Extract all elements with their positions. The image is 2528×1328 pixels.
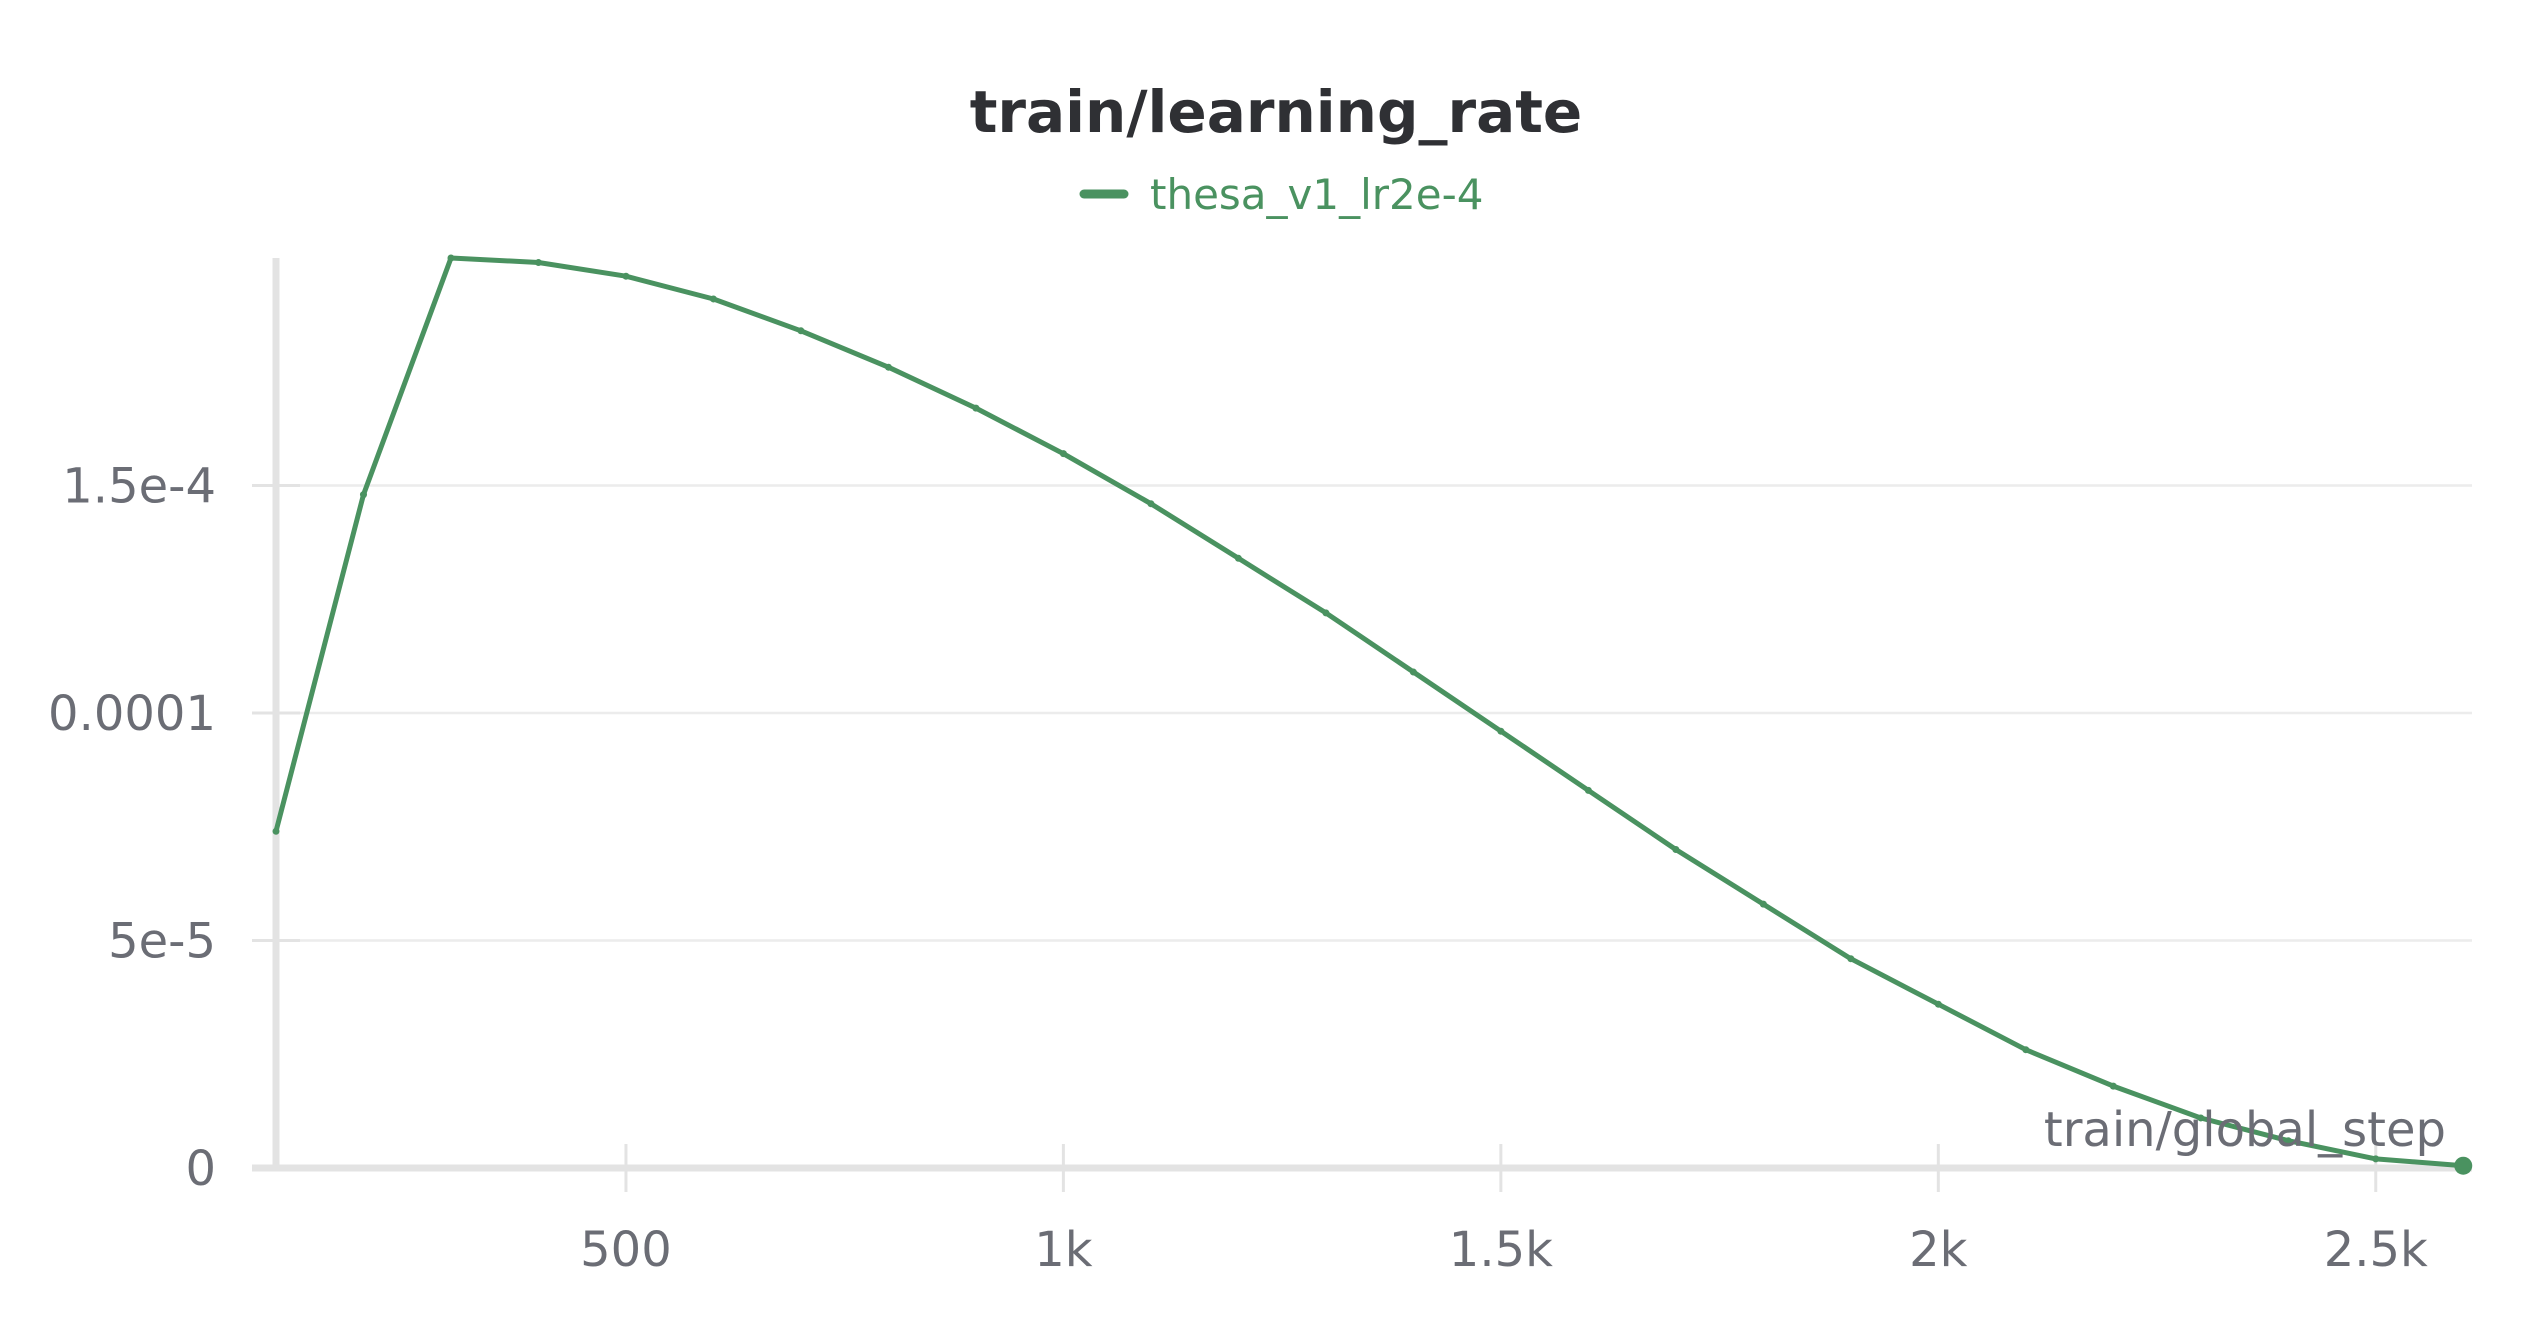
data-point[interactable] <box>2022 1046 2030 1054</box>
x-axis-ticks: 500 1k 1.5k 2k 2.5k <box>580 1144 2428 1278</box>
data-point[interactable] <box>1759 900 1767 908</box>
data-point[interactable] <box>1672 846 1680 853</box>
data-point[interactable] <box>1147 500 1155 508</box>
data-point[interactable] <box>534 259 542 267</box>
y-tick-label: 0 <box>185 1141 216 1197</box>
chart-title: train/learning_rate <box>970 78 1583 146</box>
data-point[interactable] <box>709 295 717 303</box>
data-point[interactable] <box>1322 609 1330 617</box>
data-point[interactable] <box>1234 554 1242 562</box>
data-point[interactable] <box>447 254 455 262</box>
y-tick-label: 0.0001 <box>48 686 216 742</box>
legend-series-label: thesa_v1_lr2e-4 <box>1150 170 1484 219</box>
data-point[interactable] <box>884 363 892 371</box>
x-axis-label: train/global_step <box>2044 1102 2446 1158</box>
data-point[interactable] <box>972 404 980 412</box>
x-tick-label: 1k <box>1034 1222 1093 1278</box>
x-tick-label: 2k <box>1909 1222 1968 1278</box>
x-tick-label: 500 <box>580 1222 672 1278</box>
data-point[interactable] <box>1584 786 1592 794</box>
y-axis-ticks: 0 5e-5 0.0001 1.5e-4 <box>48 459 300 1197</box>
data-point[interactable] <box>1847 955 1855 963</box>
x-tick-label: 1.5k <box>1449 1222 1553 1278</box>
data-point[interactable] <box>622 272 630 280</box>
data-point[interactable] <box>2109 1082 2117 1090</box>
data-point[interactable] <box>1934 1000 1942 1008</box>
data-point[interactable] <box>2197 1114 2205 1122</box>
legend[interactable]: thesa_v1_lr2e-4 <box>1079 170 1484 219</box>
y-tick-label: 5e-5 <box>108 914 216 970</box>
y-tick-label: 1.5e-4 <box>62 459 216 515</box>
data-point[interactable] <box>1497 727 1505 735</box>
series-layer[interactable] <box>272 254 2473 1175</box>
data-point[interactable] <box>2284 1137 2292 1145</box>
data-point[interactable] <box>1409 668 1417 676</box>
series-line[interactable] <box>273 255 2466 1169</box>
data-point[interactable] <box>2372 1155 2380 1163</box>
data-point[interactable] <box>797 327 805 335</box>
data-point[interactable] <box>1059 450 1067 458</box>
grid-lines <box>276 484 2472 942</box>
data-point[interactable] <box>359 491 367 499</box>
data-point[interactable] <box>272 827 280 835</box>
x-tick-label: 2.5k <box>2324 1222 2428 1278</box>
series-end-marker[interactable] <box>2454 1156 2473 1175</box>
